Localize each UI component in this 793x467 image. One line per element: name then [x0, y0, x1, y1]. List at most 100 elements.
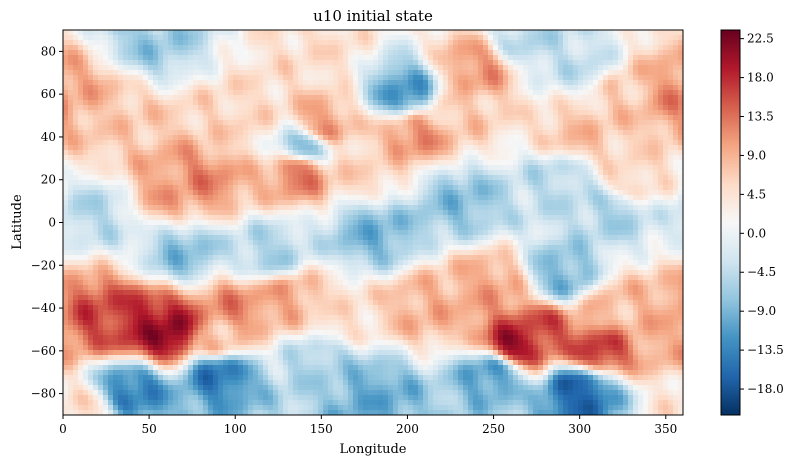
heatmap-cell: [573, 125, 579, 131]
heatmap-cell: [218, 150, 224, 156]
heatmap-cell: [658, 70, 664, 76]
heatmap-cell: [208, 105, 214, 111]
heatmap-cell: [188, 50, 194, 56]
heatmap-cell: [548, 50, 554, 56]
heatmap-cell: [523, 55, 529, 61]
heatmap-cell: [418, 205, 424, 211]
heatmap-cell: [163, 175, 169, 181]
heatmap-cell: [433, 160, 439, 166]
heatmap-cell: [428, 175, 434, 181]
heatmap-cell: [398, 70, 404, 76]
heatmap-cell: [678, 215, 683, 221]
heatmap-cell: [298, 65, 304, 71]
heatmap-cell: [573, 145, 579, 151]
heatmap-cell: [378, 175, 384, 181]
heatmap-cell: [408, 120, 414, 126]
heatmap-cell: [373, 120, 379, 126]
heatmap-cell: [303, 200, 309, 206]
heatmap-cell: [598, 55, 604, 61]
heatmap-cell: [73, 210, 79, 216]
heatmap-cell: [438, 75, 444, 81]
heatmap-cell: [238, 170, 244, 176]
heatmap-cell: [363, 35, 369, 41]
heatmap-cell: [188, 135, 194, 141]
heatmap-cell: [573, 95, 579, 101]
heatmap-cell: [383, 100, 389, 106]
heatmap-cell: [308, 30, 314, 36]
heatmap-cell: [78, 165, 84, 171]
heatmap-cell: [638, 40, 644, 46]
heatmap-cell: [283, 55, 289, 61]
heatmap-cell: [498, 125, 504, 131]
heatmap-cell: [668, 205, 674, 211]
heatmap-cell: [478, 85, 484, 91]
heatmap-cell: [498, 60, 504, 66]
heatmap-cell: [618, 215, 624, 221]
heatmap-cell: [153, 225, 159, 231]
heatmap-cell: [258, 190, 264, 196]
heatmap-cell: [393, 165, 399, 171]
heatmap-cell: [163, 160, 169, 166]
heatmap-cell: [138, 200, 144, 206]
heatmap-cell: [443, 225, 449, 231]
heatmap-cell: [633, 225, 639, 231]
heatmap-cell: [393, 210, 399, 216]
heatmap-cell: [383, 180, 389, 186]
heatmap-cell: [583, 175, 589, 181]
heatmap-cell: [183, 205, 189, 211]
heatmap-cell: [228, 150, 234, 156]
heatmap-cell: [508, 130, 514, 136]
heatmap-cell: [173, 185, 179, 191]
heatmap-cell: [603, 190, 609, 196]
heatmap-cell: [588, 120, 594, 126]
heatmap-cell: [258, 220, 264, 226]
heatmap-cell: [483, 160, 489, 166]
heatmap-cell: [118, 55, 124, 61]
heatmap-cell: [103, 30, 109, 36]
heatmap-cell: [593, 210, 599, 216]
heatmap-cell: [548, 100, 554, 106]
heatmap-cell: [618, 35, 624, 41]
heatmap-cell: [243, 165, 249, 171]
heatmap-cell: [68, 155, 74, 161]
heatmap-cell: [458, 145, 464, 151]
heatmap-cell: [528, 145, 534, 151]
heatmap-cell: [128, 35, 134, 41]
heatmap-cell: [298, 45, 304, 51]
heatmap-cell: [638, 50, 644, 56]
heatmap-cell: [328, 170, 334, 176]
heatmap-cell: [263, 140, 269, 146]
heatmap-cell: [93, 100, 99, 106]
heatmap-cell: [348, 160, 354, 166]
heatmap-cell: [533, 115, 539, 121]
heatmap-cell: [98, 100, 104, 106]
heatmap-cell: [323, 85, 329, 91]
heatmap-cell: [653, 200, 659, 206]
heatmap-cell: [158, 125, 164, 131]
heatmap-cell: [548, 205, 554, 211]
heatmap-cell: [578, 75, 584, 81]
heatmap-cell: [433, 135, 439, 141]
heatmap-cell: [273, 185, 279, 191]
heatmap-cell: [438, 145, 444, 151]
heatmap-cell: [358, 75, 364, 81]
heatmap-cell: [218, 155, 224, 161]
heatmap-cell: [343, 110, 349, 116]
heatmap-cell: [598, 145, 604, 151]
heatmap-cell: [448, 100, 454, 106]
heatmap-cell: [333, 90, 339, 96]
heatmap-cell: [503, 130, 509, 136]
heatmap-cell: [388, 60, 394, 66]
heatmap-cell: [363, 90, 369, 96]
heatmap-cell: [168, 50, 174, 56]
heatmap-cell: [503, 150, 509, 156]
heatmap-cell: [538, 50, 544, 56]
heatmap-cell: [633, 115, 639, 121]
heatmap-cell: [343, 60, 349, 66]
heatmap-cell: [588, 140, 594, 146]
heatmap-cell: [88, 95, 94, 101]
heatmap-cell: [388, 35, 394, 41]
heatmap-cell: [623, 70, 629, 76]
heatmap-cell: [143, 85, 149, 91]
heatmap-cell: [183, 100, 189, 106]
